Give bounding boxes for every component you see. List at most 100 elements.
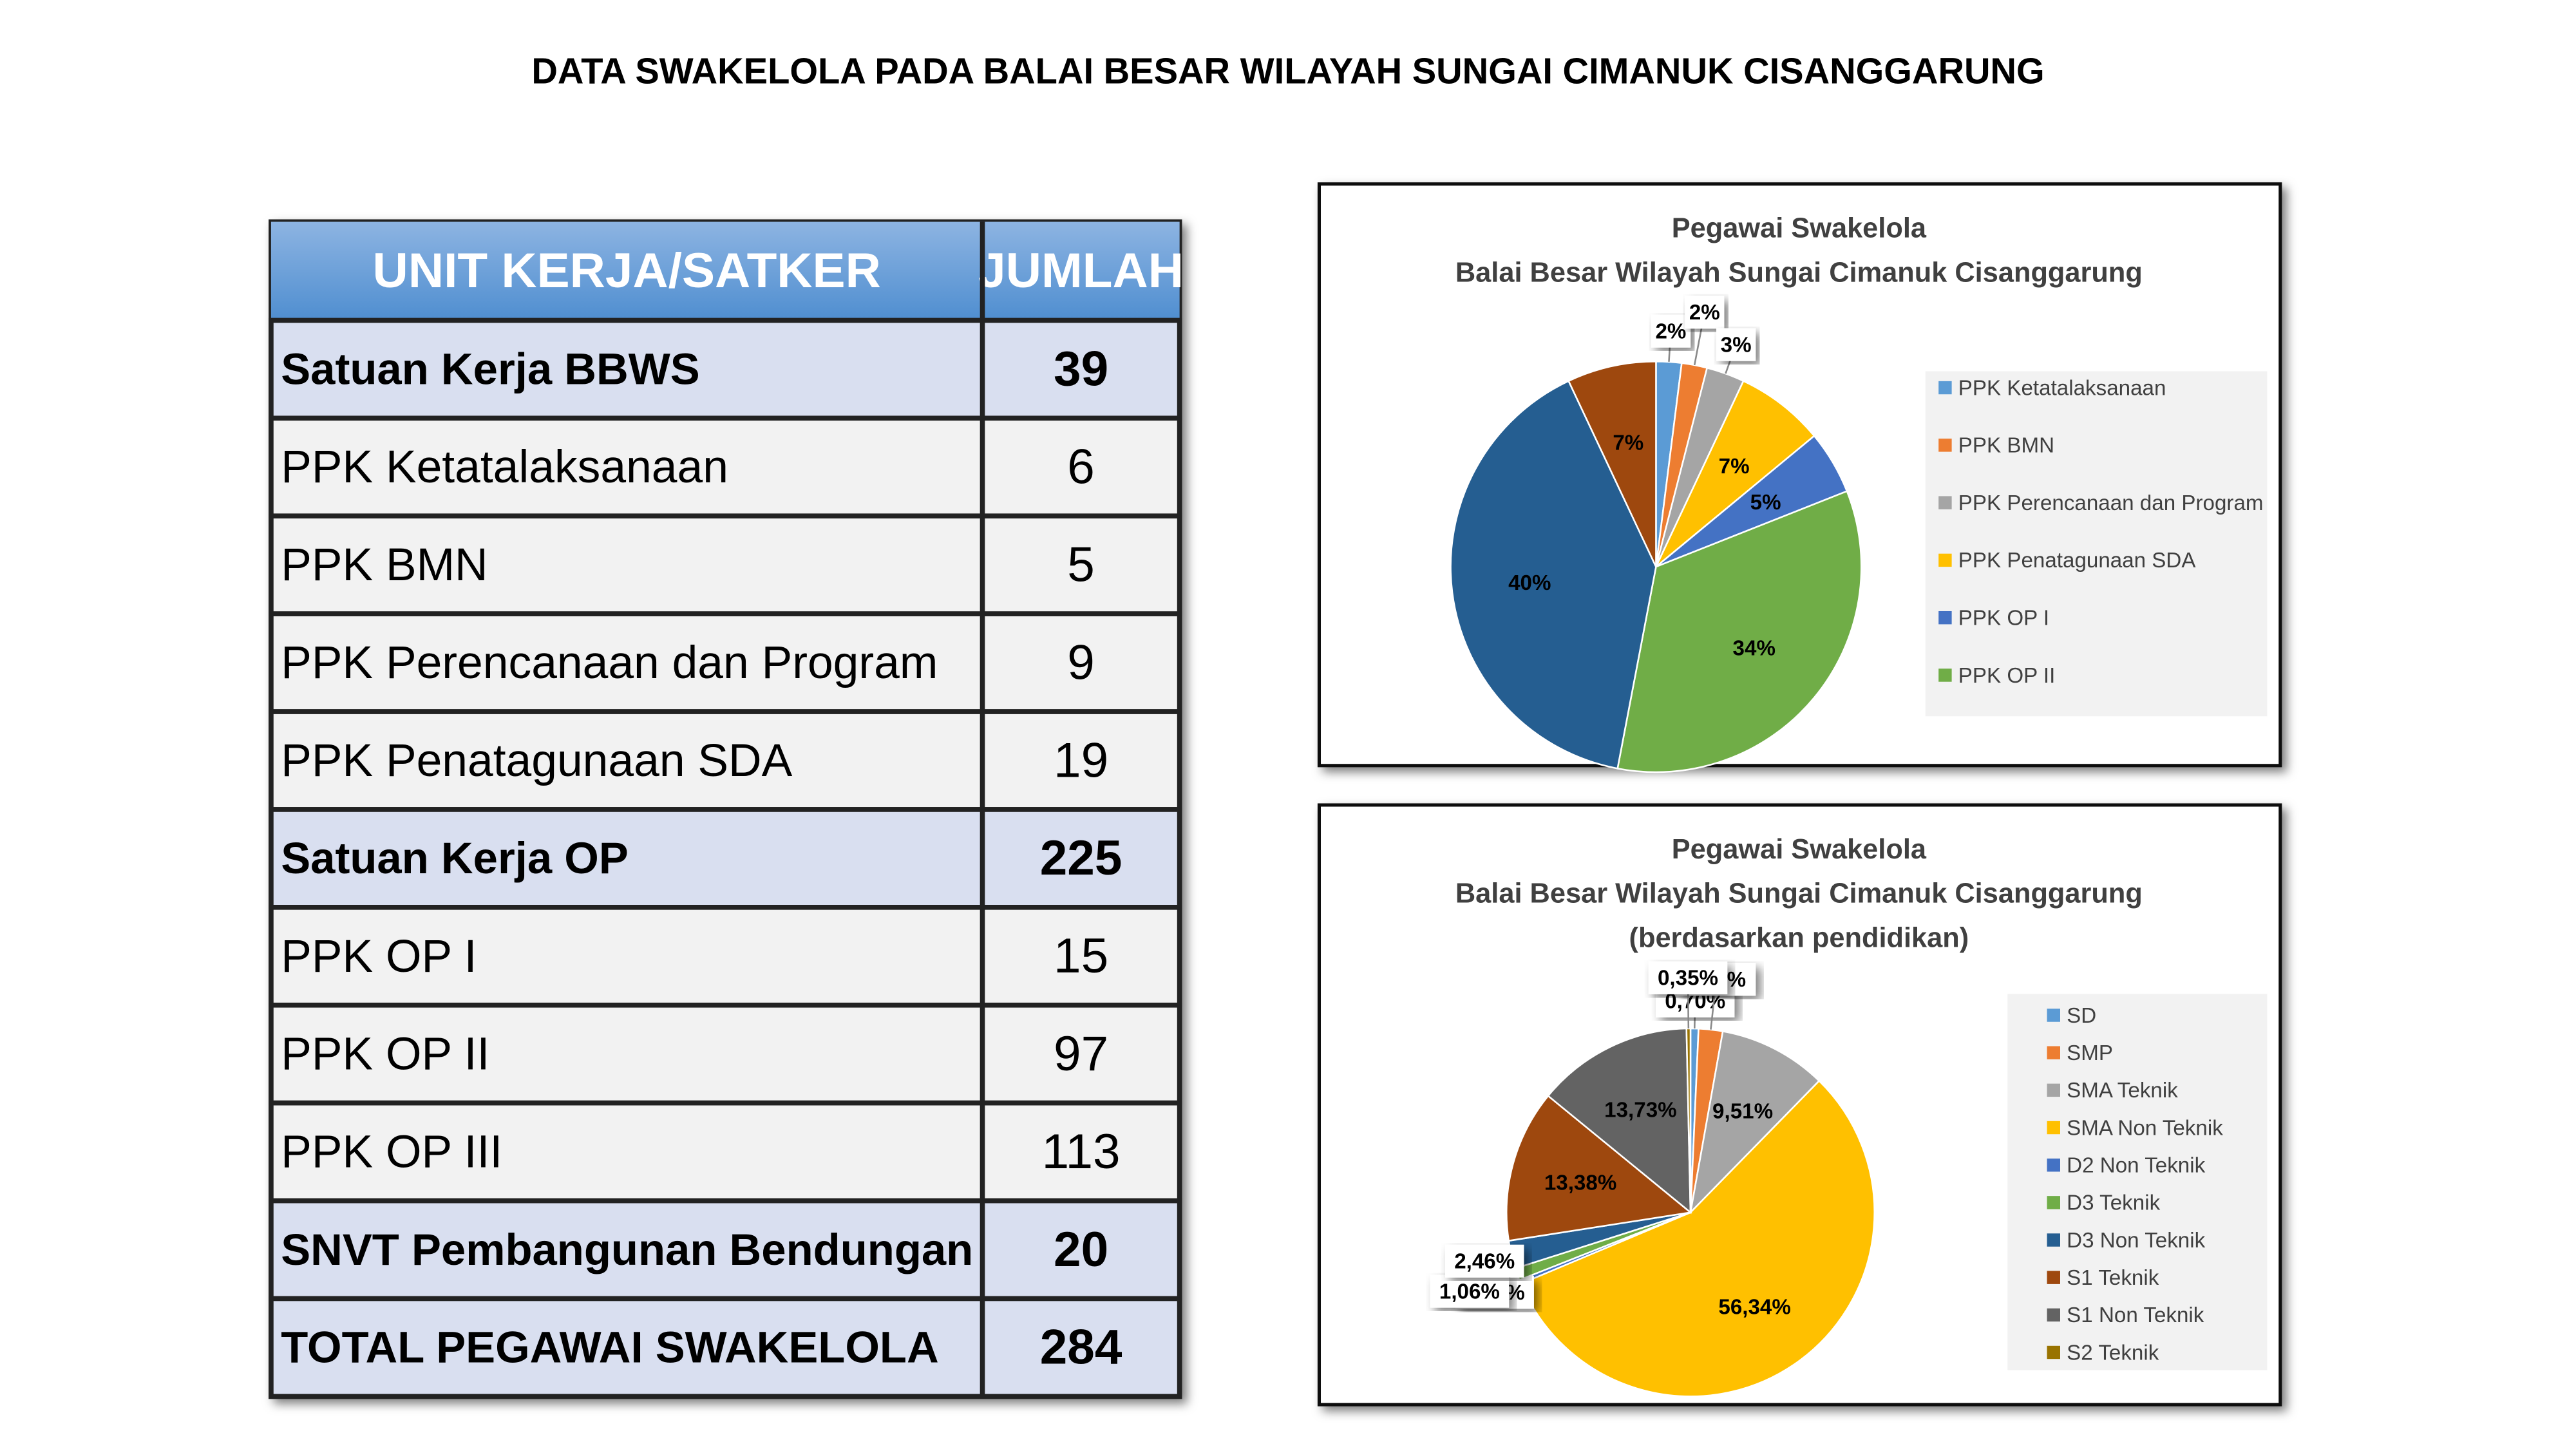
data-label: 9,51% [1712,1099,1773,1123]
label-box [1648,961,1728,994]
row-label: PPK OP I [281,931,477,982]
row-label: Satuan Kerja OP [281,833,629,883]
legend-label: PPK OP I [1958,607,2049,630]
data-label: 7% [1719,455,1750,478]
label-box [1716,328,1756,361]
page-title: DATA SWAKELOLA PADA BALAI BESAR WILAYAH … [531,51,2044,91]
row-value: 113 [1042,1124,1121,1179]
pie-slice [1547,1027,1692,1215]
data-label: 34% [1733,636,1776,660]
legend-swatch [2047,1046,2060,1059]
pie-slice [1689,1030,1821,1215]
legend-swatch [1938,611,1952,625]
data-label: 7% [1613,431,1643,455]
legend-label: D3 Non Teknik [2067,1229,2205,1253]
table-row [269,807,1182,910]
row-label: TOTAL PEGAWAI SWAKELOLA [281,1323,938,1372]
legend-swatch [2047,1158,2060,1172]
table-row [269,317,1182,421]
label-box [1445,1244,1524,1278]
row-label: PPK Perencanaan dan Program [281,637,938,688]
row-value: 15 [1054,929,1108,983]
data-label: 13,73% [1604,1099,1676,1122]
table-row [269,905,1182,1008]
row-label: PPK OP III [281,1126,502,1178]
chart-title: Balai Besar Wilayah Sungai Cimanuk Cisan… [1455,257,2143,288]
legend-swatch [2047,1083,2060,1097]
data-label: 40% [1508,571,1551,595]
legend-swatch [1938,381,1952,395]
data-label: 56,34% [1718,1295,1790,1319]
legend-label: PPK Ketatalaksanaan [1958,376,2166,400]
legend-swatch [1938,553,1952,567]
legend-label: S1 Teknik [2067,1266,2159,1290]
row-label: SNVT Pembangunan Bendungan [281,1225,973,1274]
legend-swatch [2047,1308,2060,1322]
legend-swatch [2047,1345,2060,1359]
legend-swatch [2047,1121,2060,1135]
row-value: 225 [1040,831,1122,886]
legend-swatch [1938,668,1952,682]
pie-slice [1506,1094,1693,1242]
row-label: PPK BMN [281,539,488,591]
legend-label: PPK Penatagunaan SDA [1958,549,2197,573]
header-cell: JUMLAH [978,243,1184,298]
legend-label: SMA Teknik [2067,1079,2178,1103]
label-box [1651,314,1691,348]
legend-label: S2 Teknik [2067,1341,2159,1365]
row-label: PPK Ketatalaksanaan [281,441,728,493]
legend-swatch [2047,1009,2060,1022]
row-value: 20 [1054,1222,1108,1277]
data-label: 3% [1721,333,1752,357]
row-value: 6 [1067,440,1095,495]
legend-label: PPK Perencanaan dan Program [1958,491,2264,515]
table: UNIT KERJA/SATKER JUMLAH Satuan Kerja BBWS… [269,222,1184,1399]
legend-swatch [2047,1233,2060,1247]
data-label: 1,06% [1439,1280,1500,1303]
pie-slice [1450,379,1657,770]
table-row [269,1100,1182,1204]
row-value: 19 [1054,733,1108,788]
row-label: PPK OP II [281,1028,489,1080]
chart-title: Pegawai Swakelola [1672,834,1927,865]
data-label: 5% [1750,491,1781,515]
legend-label: PPK BMN [1958,434,2054,458]
pie-slice [1655,379,1815,568]
legend-label: PPK OP II [1958,664,2055,688]
pie-slice [1616,490,1862,773]
data-label: 2,46% [1454,1250,1515,1274]
data-label: 0,35% [1658,967,1718,990]
label-box [1685,296,1725,329]
legend-label: S1 Non Teknik [2067,1303,2204,1327]
pie-slice [1519,1079,1875,1397]
legend-label: SMA Non Teknik [2067,1116,2223,1140]
chart-title: Pegawai Swakelola [1672,213,1927,244]
row-value: 39 [1054,342,1108,397]
row-value: 97 [1054,1027,1108,1081]
row-value: 5 [1067,538,1095,592]
label-box [1430,1274,1510,1308]
pie-slice [1567,360,1657,567]
legend-swatch [2047,1271,2060,1284]
data-label: 13,38% [1544,1171,1616,1195]
legend-label: SD [2067,1004,2096,1028]
legend-box [1925,371,2268,717]
legend-label: D2 Non Teknik [2067,1154,2205,1178]
data-label: 2% [1689,301,1720,325]
chart-title: (berdasarkan pendidikan) [1629,923,1969,954]
table-row [269,415,1182,519]
chart-title: Balai Besar Wilayah Sungai Cimanuk Cisan… [1455,878,2143,909]
table-row [269,1296,1182,1399]
table-header [270,222,1180,321]
row-value: 284 [1040,1320,1122,1375]
row-value: 9 [1067,635,1095,690]
row-label: Satuan Kerja BBWS [281,345,699,394]
legend-label: D3 Teknik [2067,1191,2160,1215]
legend-swatch [1938,439,1952,452]
legend-swatch [2047,1196,2060,1209]
pie-slice [1685,1027,1692,1213]
data-label: 2% [1655,319,1686,343]
table-row [269,1002,1182,1106]
legend-swatch [1938,496,1952,509]
